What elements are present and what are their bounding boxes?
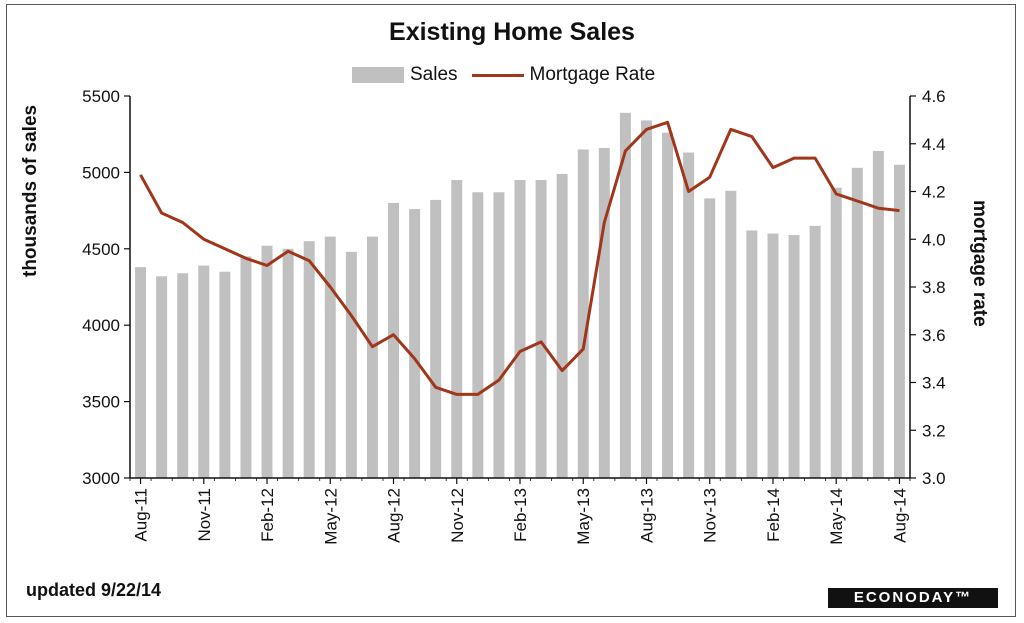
x-tick-label: Aug-11 (132, 488, 151, 542)
y-tick-label-right: 3.6 (922, 326, 946, 345)
x-tick-label: Aug-13 (637, 488, 656, 543)
sales-bar (177, 273, 189, 478)
sales-bar (872, 151, 884, 478)
sales-bar (345, 251, 357, 478)
sales-bar (261, 245, 273, 478)
sales-bar (324, 236, 336, 478)
legend-swatch-sales (352, 67, 404, 83)
x-tick-label: Feb-12 (258, 488, 277, 542)
sales-bar (451, 180, 463, 479)
x-tick-label: Nov-11 (195, 488, 214, 542)
sales-bar (788, 235, 800, 478)
sales-bar (430, 199, 442, 479)
sales-bar (809, 225, 821, 478)
x-tick-label: Feb-13 (511, 488, 530, 542)
sales-bar (725, 190, 737, 478)
x-tick-label: Nov-13 (701, 488, 720, 543)
y-tick-label-right: 3.0 (922, 469, 946, 488)
sales-bar (198, 265, 210, 478)
sales-bar (388, 202, 399, 478)
sales-bar (556, 173, 568, 479)
y-tick-label-right: 3.4 (922, 374, 946, 393)
legend-label-sales: Sales (410, 64, 458, 85)
x-tick-label: Nov-12 (448, 488, 467, 543)
sales-bar (409, 209, 421, 478)
sales-bar (240, 256, 252, 478)
sales-bar (514, 180, 526, 479)
x-tick-label: May-13 (574, 488, 593, 545)
y-tick-label-right: 3.8 (922, 278, 946, 297)
chart-legend: Sales Mortgage Rate (352, 64, 655, 86)
mortgage-rate-line (139, 120, 900, 396)
sales-bar (303, 241, 315, 478)
sales-bar (851, 167, 863, 479)
sales-bar (282, 248, 294, 478)
sales-bar (577, 149, 589, 479)
legend-label-mortgage-rate: Mortgage Rate (529, 64, 656, 85)
updated-note: updated 9/22/14 (26, 580, 162, 600)
y-tick-label-left: 5500 (82, 87, 120, 106)
x-tick-label: May-12 (321, 488, 340, 545)
y-tick-label-left: 5000 (82, 163, 120, 182)
sales-bar (472, 192, 484, 478)
y-tick-label-right: 4.6 (922, 87, 946, 106)
y-tick-label-right: 4.4 (922, 135, 946, 154)
y-tick-label-left: 4500 (82, 240, 120, 259)
y-tick-label-left: 3500 (82, 393, 120, 412)
legend-swatch-mortgage-rate (471, 73, 524, 77)
chart-frame (6, 4, 1016, 617)
y-tick-label-right: 3.2 (922, 421, 946, 440)
chart-title: Existing Home Sales (389, 18, 635, 46)
econoday-logo: ECONODAY™ (828, 588, 998, 608)
sales-bar (767, 233, 779, 478)
x-tick-label: Aug-14 (890, 488, 909, 543)
sales-bar (493, 192, 505, 478)
sales-bar (619, 112, 631, 479)
y-tick-label-left: 4000 (82, 316, 120, 335)
y-tick-label-right: 4.0 (922, 230, 946, 249)
sales-bar (535, 180, 547, 479)
sales-bar (366, 236, 378, 478)
sales-bar (683, 152, 695, 478)
sales-bar (830, 187, 842, 478)
sales-bar (219, 271, 231, 478)
sales-bar (135, 267, 147, 478)
x-tick-label: May-14 (827, 488, 846, 545)
y-tick-label-right: 4.2 (922, 183, 946, 202)
sales-bar (156, 276, 168, 478)
sales-bar (893, 164, 905, 478)
y-tick-label-left: 3000 (82, 469, 120, 488)
sales-bar (746, 230, 758, 478)
sales-bar (662, 132, 674, 478)
x-tick-label: Aug-12 (385, 488, 404, 543)
x-tick-label: Feb-14 (764, 488, 783, 542)
sales-bar (641, 120, 652, 478)
sales-bar (704, 198, 716, 478)
sales-bar (598, 147, 610, 478)
